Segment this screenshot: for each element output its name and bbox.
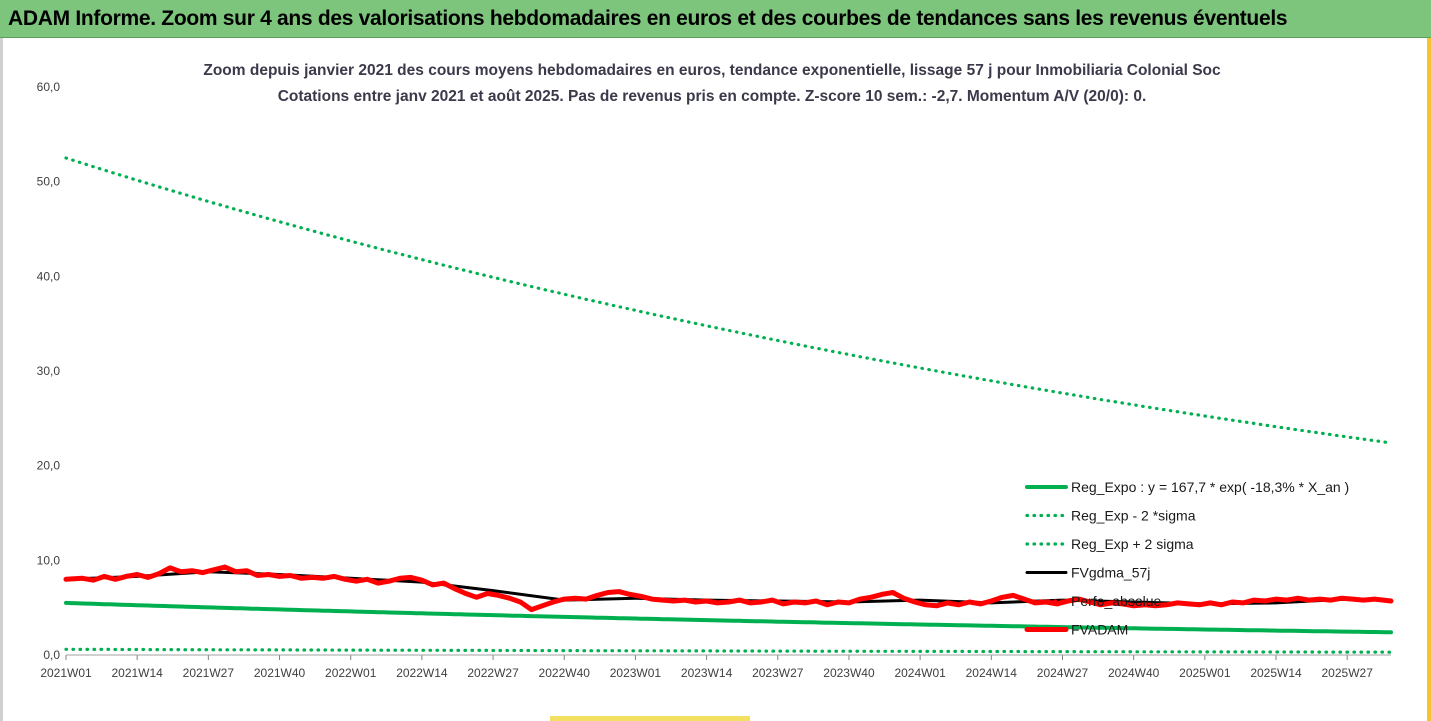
x-tick-label: 2022W40 bbox=[539, 666, 591, 680]
y-tick-label: 60,0 bbox=[37, 80, 61, 94]
frame-right-border bbox=[1427, 38, 1431, 721]
y-axis-ticks: 0,0 10,0 20,0 30,0 40,0 50,0 60,0 bbox=[37, 80, 61, 662]
legend-label: Reg_Exp + 2 sigma bbox=[1071, 536, 1194, 552]
banner-title: ADAM Informe. Zoom sur 4 ans des valoris… bbox=[8, 7, 1288, 30]
frame-bottom-accent bbox=[550, 716, 750, 721]
x-tick-label: 2023W14 bbox=[681, 666, 733, 680]
legend: Reg_Expo : y = 167,7 * exp( -18,3% * X_a… bbox=[1024, 479, 1349, 638]
x-tick-label: 2021W01 bbox=[40, 666, 92, 680]
legend-label: Reg_Expo : y = 167,7 * exp( -18,3% * X_a… bbox=[1071, 479, 1349, 495]
x-tick-label: 2025W27 bbox=[1322, 666, 1374, 680]
series-line-5 bbox=[63, 564, 1394, 613]
chart-subtitle: Cotations entre janv 2021 et août 2025. … bbox=[278, 88, 1147, 105]
series-line-2 bbox=[64, 156, 1393, 445]
x-tick-label: 2023W40 bbox=[823, 666, 875, 680]
series-line-0 bbox=[64, 600, 1393, 635]
x-tick-label: 2022W27 bbox=[467, 666, 519, 680]
legend-label: FVgdma_57j bbox=[1071, 565, 1150, 581]
x-tick-label: 2023W27 bbox=[752, 666, 804, 680]
x-tick-label: 2024W14 bbox=[966, 666, 1018, 680]
legend-label: Perfo_absolue bbox=[1071, 593, 1162, 609]
series-line-1 bbox=[64, 647, 1393, 654]
x-tick-label: 2025W01 bbox=[1179, 666, 1231, 680]
x-tick-label: 2025W14 bbox=[1250, 666, 1302, 680]
x-tick-label: 2021W27 bbox=[183, 666, 235, 680]
x-tick-label: 2024W40 bbox=[1108, 666, 1160, 680]
x-tick-label: 2021W14 bbox=[111, 666, 163, 680]
report-banner: ADAM Informe. Zoom sur 4 ans des valoris… bbox=[0, 0, 1431, 38]
y-tick-label: 0,0 bbox=[43, 648, 60, 662]
chart-title: Zoom depuis janvier 2021 des cours moyen… bbox=[203, 62, 1221, 79]
series-group bbox=[63, 156, 1394, 654]
y-tick-label: 10,0 bbox=[37, 553, 61, 567]
x-tick-label: 2024W27 bbox=[1037, 666, 1089, 680]
y-tick-label: 20,0 bbox=[37, 459, 61, 473]
y-tick-label: 30,0 bbox=[37, 364, 61, 378]
frame-left-border bbox=[0, 38, 3, 721]
x-tick-label: 2022W14 bbox=[396, 666, 448, 680]
line-chart: Zoom depuis janvier 2021 des cours moyen… bbox=[37, 62, 1394, 680]
y-tick-label: 40,0 bbox=[37, 269, 61, 283]
x-axis-ticks: 2021W01 2021W14 2021W27 2021W40 2022W01 2022W… bbox=[40, 655, 1373, 680]
x-tick-label: 2022W01 bbox=[325, 666, 377, 680]
x-tick-label: 2021W40 bbox=[254, 666, 306, 680]
x-tick-label: 2024W01 bbox=[894, 666, 946, 680]
y-tick-label: 50,0 bbox=[37, 175, 61, 189]
legend-label: FVADAM bbox=[1071, 622, 1128, 638]
legend-label: Reg_Exp - 2 *sigma bbox=[1071, 508, 1196, 524]
x-tick-label: 2023W01 bbox=[610, 666, 662, 680]
